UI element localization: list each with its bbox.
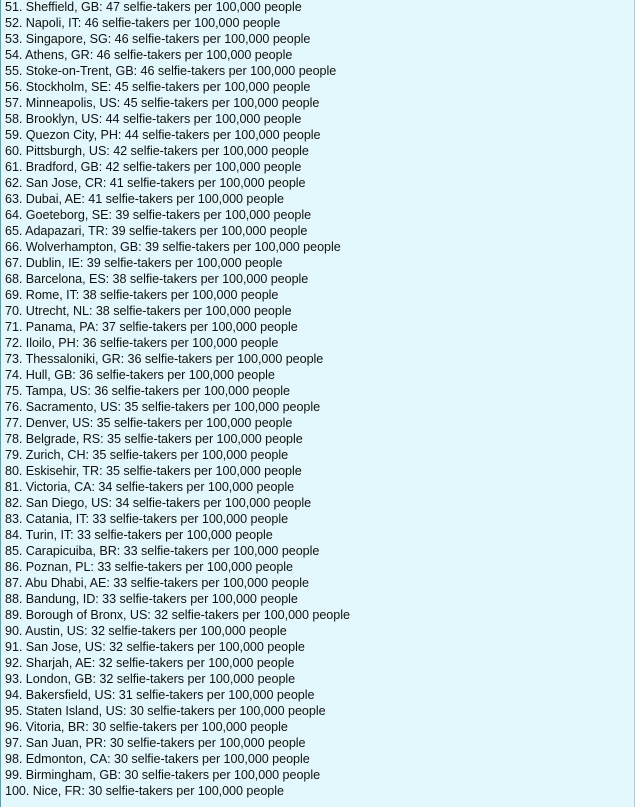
list-item: 82. San Diego, US: 34 selfie-takers per … xyxy=(5,496,312,510)
list-item: 72. Iloilo, PH: 36 selfie-takers per 100… xyxy=(5,336,279,350)
list-item: 70. Utrecht, NL: 38 selfie-takers per 10… xyxy=(5,304,292,318)
list-item: 97. San Juan, PR: 30 selfie-takers per 1… xyxy=(5,736,306,750)
list-item: 69. Rome, IT: 38 selfie-takers per 100,0… xyxy=(5,288,279,302)
list-item: 93. London, GB: 32 selfie-takers per 100… xyxy=(5,672,296,686)
list-item: 65. Adapazari, TR: 39 selfie-takers per … xyxy=(5,224,308,238)
list-item: 52. Napoli, IT: 46 selfie-takers per 100… xyxy=(5,16,281,30)
list-item: 76. Sacramento, US: 35 selfie-takers per… xyxy=(5,400,321,414)
list-item: 99. Birmingham, GB: 30 selfie-takers per… xyxy=(5,768,321,782)
list-item: 51. Sheffield, GB: 47 selfie-takers per … xyxy=(5,0,302,14)
list-item: 95. Staten Island, US: 30 selfie-takers … xyxy=(5,704,326,718)
list-item: 90. Austin, US: 32 selfie-takers per 100… xyxy=(5,624,287,638)
list-item: 100. Nice, FR: 30 selfie-takers per 100,… xyxy=(5,784,284,798)
list-item: 63. Dubai, AE: 41 selfie-takers per 100,… xyxy=(5,192,284,206)
list-item: 92. Sharjah, AE: 32 selfie-takers per 10… xyxy=(5,656,295,670)
list-item: 66. Wolverhampton, GB: 39 selfie-takers … xyxy=(5,240,341,254)
list-item: 54. Athens, GR: 46 selfie-takers per 100… xyxy=(5,48,293,62)
list-item: 74. Hull, GB: 36 selfie-takers per 100,0… xyxy=(5,368,275,382)
list-item: 80. Eskisehir, TR: 35 selfie-takers per … xyxy=(5,464,302,478)
city-ranking-list: 51. Sheffield, GB: 47 selfie-takers per … xyxy=(5,0,350,799)
list-item: 71. Panama, PA: 37 selfie-takers per 100… xyxy=(5,320,298,334)
list-item: 96. Vitoria, BR: 30 selfie-takers per 10… xyxy=(5,720,288,734)
list-item: 98. Edmonton, CA: 30 selfie-takers per 1… xyxy=(5,752,310,766)
list-item: 88. Bandung, ID: 33 selfie-takers per 10… xyxy=(5,592,298,606)
list-item: 86. Poznan, PL: 33 selfie-takers per 100… xyxy=(5,560,294,574)
list-item: 75. Tampa, US: 36 selfie-takers per 100,… xyxy=(5,384,291,398)
list-item: 94. Bakersfield, US: 31 selfie-takers pe… xyxy=(5,688,315,702)
list-item: 60. Pittsburgh, US: 42 selfie-takers per… xyxy=(5,144,309,158)
list-item: 61. Bradford, GB: 42 selfie-takers per 1… xyxy=(5,160,302,174)
list-item: 87. Abu Dhabi, AE: 33 selfie-takers per … xyxy=(5,576,309,590)
list-item: 91. San Jose, US: 32 selfie-takers per 1… xyxy=(5,640,305,654)
list-item: 85. Carapicuiba, BR: 33 selfie-takers pe… xyxy=(5,544,320,558)
list-item: 67. Dublin, IE: 39 selfie-takers per 100… xyxy=(5,256,283,270)
list-item: 81. Victoria, CA: 34 selfie-takers per 1… xyxy=(5,480,295,494)
list-item: 73. Thessaloniki, GR: 36 selfie-takers p… xyxy=(5,352,324,366)
list-item: 58. Brooklyn, US: 44 selfie-takers per 1… xyxy=(5,112,302,126)
list-item: 59. Quezon City, PH: 44 selfie-takers pe… xyxy=(5,128,321,142)
list-item: 78. Belgrade, RS: 35 selfie-takers per 1… xyxy=(5,432,303,446)
list-item: 55. Stoke-on-Trent, GB: 46 selfie-takers… xyxy=(5,64,337,78)
list-item: 89. Borough of Bronx, US: 32 selfie-take… xyxy=(5,608,350,622)
list-item: 68. Barcelona, ES: 38 selfie-takers per … xyxy=(5,272,309,286)
list-item: 84. Turin, IT: 33 selfie-takers per 100,… xyxy=(5,528,273,542)
list-item: 79. Zurich, CH: 35 selfie-takers per 100… xyxy=(5,448,289,462)
list-item: 64. Goeteborg, SE: 39 selfie-takers per … xyxy=(5,208,312,222)
list-item: 62. San Jose, CR: 41 selfie-takers per 1… xyxy=(5,176,306,190)
list-item: 53. Singapore, SG: 46 selfie-takers per … xyxy=(5,32,311,46)
list-item: 77. Denver, US: 35 selfie-takers per 100… xyxy=(5,416,293,430)
list-item: 56. Stockholm, SE: 45 selfie-takers per … xyxy=(5,80,311,94)
list-item: 57. Minneapolis, US: 45 selfie-takers pe… xyxy=(5,96,320,110)
list-item: 83. Catania, IT: 33 selfie-takers per 10… xyxy=(5,512,289,526)
